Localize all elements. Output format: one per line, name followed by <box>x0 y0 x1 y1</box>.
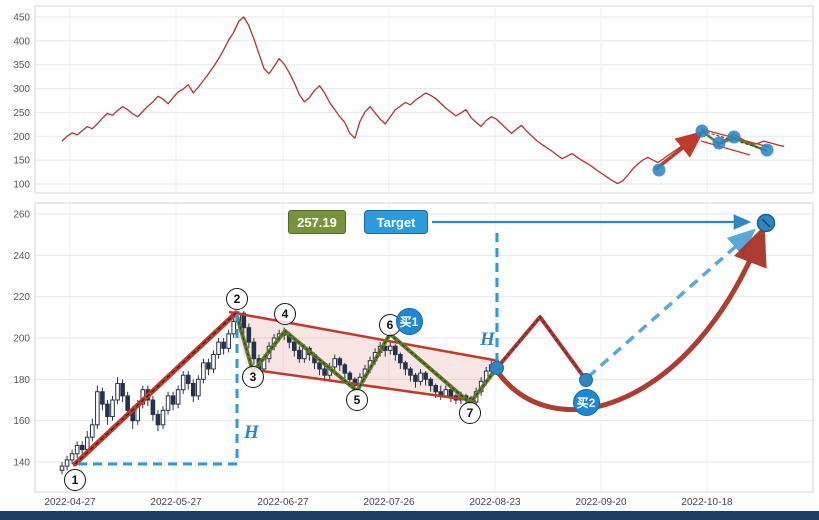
top-panel-frame <box>34 5 814 194</box>
mini-marker-dot[interactable] <box>695 124 709 138</box>
xtick-date: 2022-10-18 <box>681 497 733 508</box>
swing-curve-arrow <box>494 225 767 412</box>
anchor-dot[interactable] <box>579 373 593 387</box>
height-measure-L <box>78 308 239 466</box>
top-ytick: 450 <box>13 13 30 24</box>
xtick-date: 2022-08-23 <box>469 497 521 508</box>
flagpole-core-dash <box>74 312 237 465</box>
top-ytick: 100 <box>13 180 30 191</box>
mini-flagpole-arrow <box>654 130 705 171</box>
bottom-scrollbar[interactable] <box>0 511 819 520</box>
top-price-line <box>61 16 785 185</box>
mini-marker-dot[interactable] <box>727 130 741 144</box>
xtick-date: 2022-09-20 <box>575 497 627 508</box>
top-ytick: 250 <box>13 108 30 119</box>
top-ytick: 350 <box>13 60 30 71</box>
target-dot-cross <box>761 218 771 228</box>
bottom-ytick: 220 <box>13 292 30 303</box>
mini-marker-dot[interactable] <box>760 143 774 157</box>
projection-zigzag-core <box>496 316 587 381</box>
bottom-ytick: 160 <box>13 416 30 427</box>
top-ytick: 200 <box>13 132 30 143</box>
breakout-projection-arrow <box>586 228 756 379</box>
mini-trend-dash <box>701 130 768 151</box>
bottom-ytick: 200 <box>13 334 30 345</box>
top-ytick: 300 <box>13 84 30 95</box>
flag-channel-fill <box>229 312 499 401</box>
bottom-ytick: 140 <box>13 458 30 469</box>
xtick-date: 2022-07-26 <box>363 497 415 508</box>
top-ytick: 400 <box>13 36 30 47</box>
xtick-date: 2022-06-27 <box>257 497 309 508</box>
mini-marker-dot[interactable] <box>712 136 726 150</box>
bottom-ytick: 260 <box>13 210 30 221</box>
top-ytick: 150 <box>13 156 30 167</box>
gridlines-and-ticks: 100 150 200 250 300 350 400 450 140 160 180 200 220 2… <box>13 6 813 508</box>
mini-channel-lower <box>700 140 751 156</box>
candlesticks <box>59 311 494 475</box>
xtick-date: 2022-05-27 <box>150 497 202 508</box>
anchor-dot[interactable] <box>490 361 504 375</box>
bottom-ytick: 180 <box>13 375 30 386</box>
bottom-ytick: 240 <box>13 251 30 262</box>
mini-marker-dot[interactable] <box>652 163 666 177</box>
mini-zigzag <box>701 130 768 153</box>
xtick-date: 2022-04-27 <box>44 497 96 508</box>
